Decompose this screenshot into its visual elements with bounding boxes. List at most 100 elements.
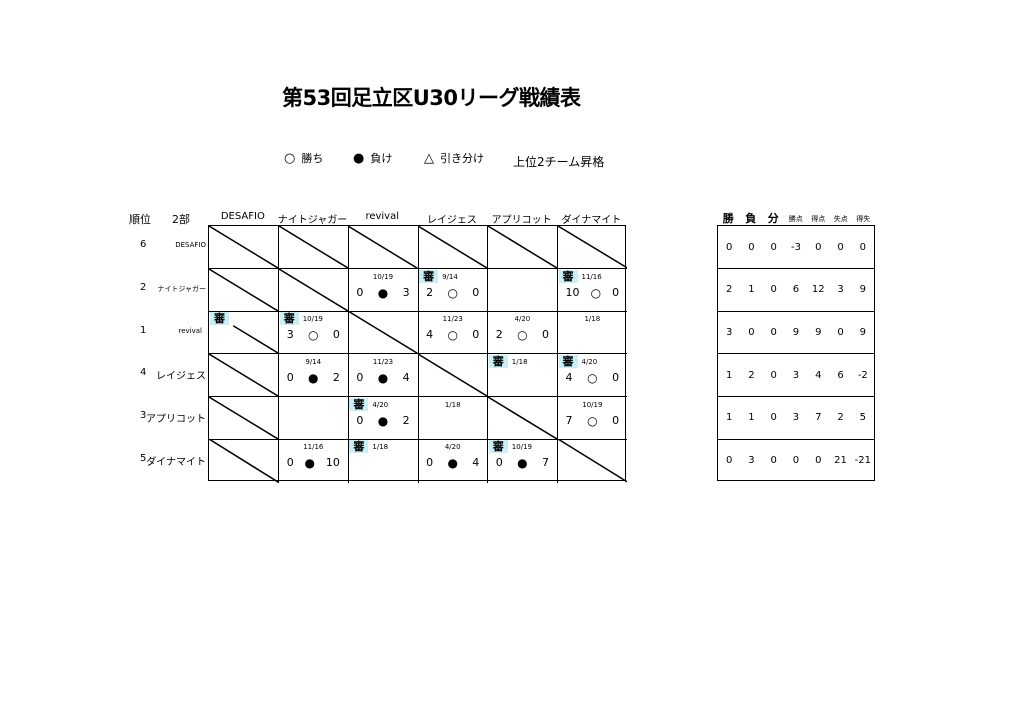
score-for: 0 [495, 456, 503, 470]
team-rank: 4 [140, 367, 147, 379]
result-cell [278, 268, 349, 312]
match-date: 1/18 [444, 400, 461, 409]
match-score: 4 ○ 0 [418, 328, 487, 342]
standings-value: 0 [748, 326, 755, 338]
standings-value: 0 [725, 455, 733, 467]
diagonal-slash [209, 439, 278, 482]
referee-badge: 審 [558, 269, 578, 283]
score-for: 7 [565, 413, 573, 427]
team-rank: 1 [140, 324, 147, 336]
match-date: 11/23 [442, 315, 463, 324]
score-for: 0 [356, 413, 364, 427]
diagonal-slash [558, 439, 628, 482]
score-for: 4 [426, 328, 434, 342]
result-cell: 審 9/14 2 ○ 0 [418, 268, 489, 312]
score-against: 0 [612, 371, 620, 384]
match-score: 7 ○ 0 [558, 414, 628, 428]
result-cell [209, 226, 280, 270]
win-mark-icon: ○ [308, 328, 319, 343]
score-against: 3 [402, 285, 410, 299]
standings-row: 2 1 0 6 12 3 9 [718, 269, 874, 312]
standings-value: 0 [815, 455, 822, 467]
match-score: 0 ● 2 [348, 414, 417, 428]
loss-mark-icon: ● [377, 413, 389, 428]
standings-value: 9 [859, 326, 867, 338]
match-score: 10 ○ 0 [558, 286, 628, 300]
standings-value: 6 [837, 369, 844, 381]
match-date: 10/19 [511, 443, 532, 452]
result-cell: 1/18 [418, 396, 489, 440]
standings-value: 2 [837, 412, 844, 424]
team-name: レイジェス [156, 371, 206, 383]
match-date: 4/20 [514, 315, 531, 324]
score-against: 0 [612, 285, 620, 299]
standings-value: 3 [837, 284, 844, 296]
standings-value: 3 [792, 412, 800, 424]
page-title: 第53回足立区U30リーグ戦績表 [282, 86, 581, 110]
diagonal-slash [209, 397, 278, 439]
column-header: レイジェス [426, 215, 477, 226]
score-for: 10 [565, 285, 580, 299]
result-cell: 審 1/18 [487, 354, 558, 398]
win-symbol-icon: ○ [284, 150, 296, 166]
result-cell: 11/23 0 ● 4 [348, 354, 419, 398]
standings-value: 9 [815, 326, 822, 338]
standings-header: 失点 [833, 215, 848, 223]
standings-value: -21 [854, 455, 871, 467]
result-cell [209, 396, 280, 440]
standings-header: 勝 [722, 212, 734, 225]
result-cell [418, 226, 489, 270]
standings-value: 9 [792, 326, 800, 338]
match-score: 2 ○ 0 [418, 286, 487, 300]
score-against: 7 [541, 456, 549, 470]
score-against: 0 [472, 285, 480, 299]
result-cell: 4/20 0 ● 4 [418, 439, 489, 483]
result-cell [348, 226, 419, 270]
team-name: アプリコット [146, 414, 206, 425]
column-header: ダイナマイト [561, 215, 622, 226]
standings-value: 0 [770, 241, 777, 253]
legend-win: ○ 勝ち [284, 150, 323, 166]
results-grid: 10/19 0 ● 3 審 9/14 2 ○ 0 審 11/16 10 ○ 0 審審 10/19 3 ○ 0 11/2… [208, 225, 628, 483]
match-date: 1/18 [584, 315, 601, 324]
standings-value: 3 [748, 455, 755, 467]
score-for: 4 [565, 371, 573, 384]
team-rank: 6 [140, 239, 147, 251]
standings-value: 1 [725, 412, 733, 424]
standings-row: 0 3 0 0 0 21 -21 [718, 439, 874, 482]
match-date: 10/19 [302, 315, 323, 324]
loss-symbol-icon: ● [353, 150, 365, 166]
score-against: 0 [332, 328, 340, 342]
standings-value: 3 [725, 326, 733, 338]
match-score: 0 ● 2 [279, 371, 348, 385]
result-cell: 4/20 2 ○ 0 [487, 311, 558, 355]
match-score: 0 ● 7 [488, 456, 557, 470]
standings-value: 1 [748, 284, 755, 296]
diagonal-slash [279, 269, 348, 311]
result-cell: 11/16 0 ● 10 [279, 439, 349, 483]
match-score: 4 ○ 0 [558, 371, 628, 385]
win-mark-icon: ○ [447, 328, 458, 343]
standings-value: 0 [815, 241, 822, 253]
standings-value: 0 [725, 241, 733, 253]
score-against: 4 [472, 456, 480, 470]
result-cell [487, 268, 558, 312]
result-cell: 審 [209, 311, 280, 355]
score-against: 0 [472, 328, 480, 342]
result-cell [487, 396, 558, 440]
result-cell [557, 226, 628, 270]
standings-value: 7 [815, 412, 822, 424]
standings-value: 9 [859, 284, 867, 296]
diagonal-slash [279, 226, 348, 268]
team-rank: 2 [140, 282, 147, 293]
match-date: 11/16 [581, 272, 602, 281]
match-date: 4/20 [581, 358, 598, 366]
result-cell [209, 439, 280, 483]
match-score: 0 ● 4 [418, 456, 487, 470]
standings-value: 3 [792, 369, 800, 381]
team-rank: 3 [140, 410, 147, 421]
standings-value: 0 [837, 241, 844, 253]
score-against: 0 [612, 413, 620, 427]
score-against: 4 [402, 371, 410, 384]
loss-mark-icon: ● [308, 371, 319, 385]
